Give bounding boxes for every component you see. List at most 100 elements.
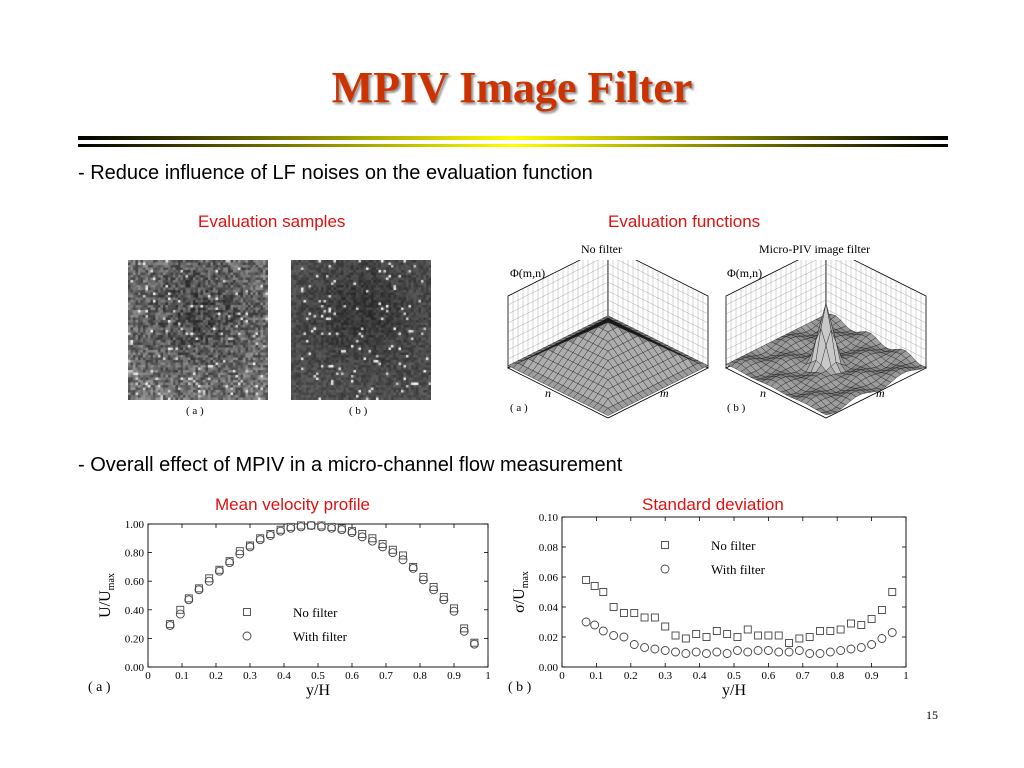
deviation-point-with-filter xyxy=(774,647,784,657)
deviation-point-no-filter xyxy=(723,630,732,638)
deviation-point-with-filter xyxy=(846,644,856,654)
deviation-point-no-filter xyxy=(764,631,773,640)
velocity-point-with-filter xyxy=(175,609,185,619)
deviation-point-no-filter xyxy=(795,634,804,643)
mean-velocity-chart: 0 0.1 0.2 0.3 0.4 0.5 0.6 0.7 0.8 0.9 1 0.00 0.20 0.4… xyxy=(88,519,491,699)
velocity-xtick-label: 0.1 xyxy=(175,670,189,682)
velocity-point-no-filter xyxy=(419,572,428,581)
velocity-point-no-filter xyxy=(429,582,438,591)
velocity-point-with-filter xyxy=(408,563,418,573)
deviation-point-no-filter xyxy=(590,582,599,590)
deviation-legend-label: No filter xyxy=(711,538,756,553)
velocity-point-with-filter xyxy=(398,555,408,565)
panel-b-label: ( b ) xyxy=(727,402,746,414)
velocity-point-with-filter xyxy=(418,575,428,585)
velocity-point-with-filter xyxy=(286,523,296,533)
deviation-point-with-filter xyxy=(609,631,619,640)
panel-a-label: ( a ) xyxy=(510,402,528,414)
deviation-xtick-label: 0.9 xyxy=(865,670,879,682)
deviation-point-no-filter xyxy=(640,613,649,622)
velocity-point-no-filter xyxy=(235,547,244,556)
velocity-point-no-filter xyxy=(450,604,458,613)
deviation-point-no-filter xyxy=(692,630,701,638)
sample-label-a: ( a ) xyxy=(186,405,204,417)
velocity-point-no-filter xyxy=(358,530,367,538)
panel-a-title: No filter xyxy=(581,242,622,256)
deviation-point-with-filter xyxy=(702,649,711,658)
deviation-point-with-filter xyxy=(650,644,660,654)
sample-label-b: ( b ) xyxy=(349,405,368,417)
bullet-overall-effect: - Overall effect of MPIV in a micro-chan… xyxy=(78,454,623,476)
deviation-point-with-filter xyxy=(619,632,629,642)
velocity-ytick-label: 0.00 xyxy=(125,662,145,674)
title-rule-top xyxy=(78,136,948,140)
velocity-point-no-filter xyxy=(378,540,387,548)
deviation-point-no-filter xyxy=(681,634,690,643)
deviation-point-no-filter xyxy=(867,615,876,623)
deviation-point-no-filter xyxy=(877,606,886,614)
deviation-point-with-filter xyxy=(794,646,804,655)
velocity-point-with-filter xyxy=(255,535,265,545)
deviation-point-with-filter xyxy=(629,640,639,649)
velocity-point-no-filter xyxy=(368,534,377,543)
velocity-point-with-filter xyxy=(165,621,175,630)
velocity-legend-label: With filter xyxy=(293,629,348,644)
surface-plot-b xyxy=(725,260,927,419)
deviation-point-with-filter xyxy=(805,649,815,658)
deviation-point-with-filter xyxy=(887,628,897,637)
deviation-ytick-label: 0.08 xyxy=(539,542,559,554)
velocity-point-no-filter xyxy=(439,592,448,601)
deviation-point-no-filter xyxy=(826,627,835,635)
velocity-point-with-filter xyxy=(367,536,377,546)
velocity-point-with-filter xyxy=(225,558,235,568)
mean-velocity-heading: Mean velocity profile xyxy=(215,495,370,514)
deviation-point-no-filter xyxy=(857,621,866,629)
velocity-xtick-label: 0.4 xyxy=(277,670,291,682)
velocity-xtick-label: 0.6 xyxy=(345,670,359,682)
deviation-point-with-filter xyxy=(590,620,600,630)
deviation-point-with-filter xyxy=(598,626,608,636)
deviation-xtick-label: 0.7 xyxy=(796,670,810,682)
surface-plot-a xyxy=(507,260,709,419)
deviation-xtick-label: 0 xyxy=(559,670,565,682)
velocity-ytick-label: 0.20 xyxy=(125,633,145,645)
deviation-point-with-filter xyxy=(867,640,877,649)
velocity-point-with-filter xyxy=(439,595,449,605)
velocity-legend-label: No filter xyxy=(293,605,338,620)
velocity-xtick-label: 0.8 xyxy=(413,670,427,682)
velocity-xtick-label: 0.7 xyxy=(379,670,393,682)
deviation-point-no-filter xyxy=(609,603,618,611)
velocity-point-with-filter xyxy=(235,549,245,559)
deviation-point-no-filter xyxy=(743,625,752,634)
deviation-panel-label: ( b ) xyxy=(508,680,532,695)
velocity-point-with-filter xyxy=(469,639,479,649)
velocity-legend-symbol xyxy=(242,631,252,641)
velocity-ytick-label: 0.60 xyxy=(125,576,145,588)
velocity-point-with-filter xyxy=(449,606,459,616)
panel-b-axis-m: m xyxy=(876,386,885,400)
velocity-point-with-filter xyxy=(214,566,224,576)
deviation-point-no-filter xyxy=(671,631,680,640)
deviation-legend-symbol xyxy=(661,541,669,549)
velocity-point-no-filter xyxy=(307,521,316,530)
velocity-point-with-filter xyxy=(194,585,204,595)
velocity-point-with-filter xyxy=(378,542,388,552)
velocity-point-no-filter xyxy=(205,574,214,583)
deviation-xlabel: y/H xyxy=(722,682,746,699)
deviation-point-no-filter xyxy=(702,633,711,641)
deviation-point-no-filter xyxy=(599,588,608,596)
panel-a-axis-n: n xyxy=(545,386,551,400)
deviation-legend-label: With filter xyxy=(711,562,766,577)
standard-deviation-heading: Standard deviation xyxy=(642,495,784,514)
velocity-ytick-label: 0.80 xyxy=(125,548,145,560)
velocity-point-no-filter xyxy=(388,545,397,554)
velocity-ytick-label: 0.40 xyxy=(125,605,145,617)
deviation-point-with-filter xyxy=(763,646,773,655)
deviation-point-no-filter xyxy=(836,625,845,634)
deviation-point-with-filter xyxy=(836,646,846,655)
surface-a-mesh xyxy=(507,315,709,416)
velocity-frame xyxy=(147,523,489,668)
deviation-xtick-label: 0.8 xyxy=(830,670,844,682)
deviation-point-no-filter xyxy=(619,609,628,617)
deviation-point-with-filter xyxy=(784,647,794,657)
